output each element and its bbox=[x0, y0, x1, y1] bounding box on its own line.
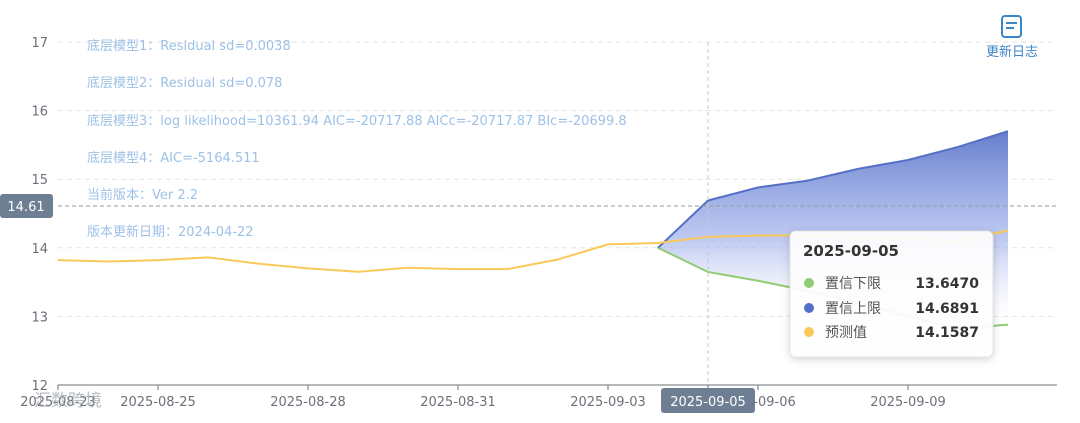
tooltip-label-forecast: 预测值 bbox=[825, 325, 867, 341]
y-axis: 12 13 14 15 16 17 bbox=[31, 36, 48, 394]
x-axis: 2025-08-23 2025-08-25 2025-08-28 2025-08-31… bbox=[20, 384, 1057, 410]
tooltip-value-forecast: 14.1587 bbox=[915, 325, 979, 341]
watermark-text: 汇数跨境 bbox=[34, 391, 102, 411]
y-tick-label-16: 16 bbox=[31, 105, 48, 120]
y-tick-label-17: 17 bbox=[31, 36, 48, 51]
annotation-model-2: 底层模型2：Residual sd=0.078 bbox=[87, 75, 282, 91]
pointer-x-label-box bbox=[661, 388, 755, 413]
axis-pointer: 14.61 2025-09-05 bbox=[0, 42, 1057, 413]
pointer-y-label-box bbox=[0, 193, 53, 218]
x-tick-label-2025-09-03: 2025-09-03 bbox=[570, 395, 646, 410]
y-tick-label-14: 14 bbox=[31, 242, 48, 257]
x-tick-label-2025-08-31: 2025-08-31 bbox=[420, 395, 496, 410]
x-tick-label-2025-08-23: 2025-08-23 bbox=[20, 395, 96, 410]
model-annotations: 底层模型1：Residual sd=0.0038 底层模型2：Residual … bbox=[87, 38, 627, 240]
tooltip-date: 2025-09-05 bbox=[803, 242, 899, 260]
y-tick-label-12: 12 bbox=[31, 379, 48, 394]
y-tick-label-15: 15 bbox=[31, 173, 48, 188]
annotation-model-1: 底层模型1：Residual sd=0.0038 bbox=[87, 38, 291, 54]
tooltip-box bbox=[789, 230, 994, 358]
tooltip-value-lower: 13.6470 bbox=[915, 276, 979, 292]
tooltip-value-upper: 14.6891 bbox=[915, 301, 979, 317]
pointer-y-label: 14.61 bbox=[7, 200, 44, 215]
annotation-version: 当前版本：Ver 2.2 bbox=[87, 187, 198, 203]
tooltip-dot-forecast bbox=[804, 327, 814, 337]
tooltip-dot-lower bbox=[804, 278, 814, 288]
y-tick-label-13: 13 bbox=[31, 310, 48, 325]
tooltip-label-lower: 置信下限 bbox=[825, 276, 881, 292]
series-line-upper bbox=[657, 130, 1009, 249]
update-log-label: 更新日志 bbox=[986, 44, 1038, 60]
annotation-update-date: 版本更新日期：2024-04-22 bbox=[87, 224, 254, 240]
annotation-model-3: 底层模型3：log likelihood=10361.94 AIC=-20717… bbox=[87, 113, 627, 129]
annotation-model-4: 底层模型4：AIC=-5164.511 bbox=[87, 150, 260, 166]
x-tick-label-2025-09-09: 2025-09-09 bbox=[870, 395, 946, 410]
tooltip-dot-upper bbox=[804, 303, 814, 313]
tooltip-label-upper: 置信上限 bbox=[825, 301, 881, 317]
tooltip: 2025-09-05 置信下限 13.6470 置信上限 14.6891 预测值… bbox=[789, 230, 994, 358]
x-tick-label-2025-08-28: 2025-08-28 bbox=[270, 395, 346, 410]
x-tick-label-2025-08-25: 2025-08-25 bbox=[120, 395, 196, 410]
document-icon bbox=[1001, 15, 1022, 38]
pointer-x-label: 2025-09-05 bbox=[670, 395, 746, 410]
update-log-button[interactable]: 更新日志 bbox=[986, 15, 1038, 60]
